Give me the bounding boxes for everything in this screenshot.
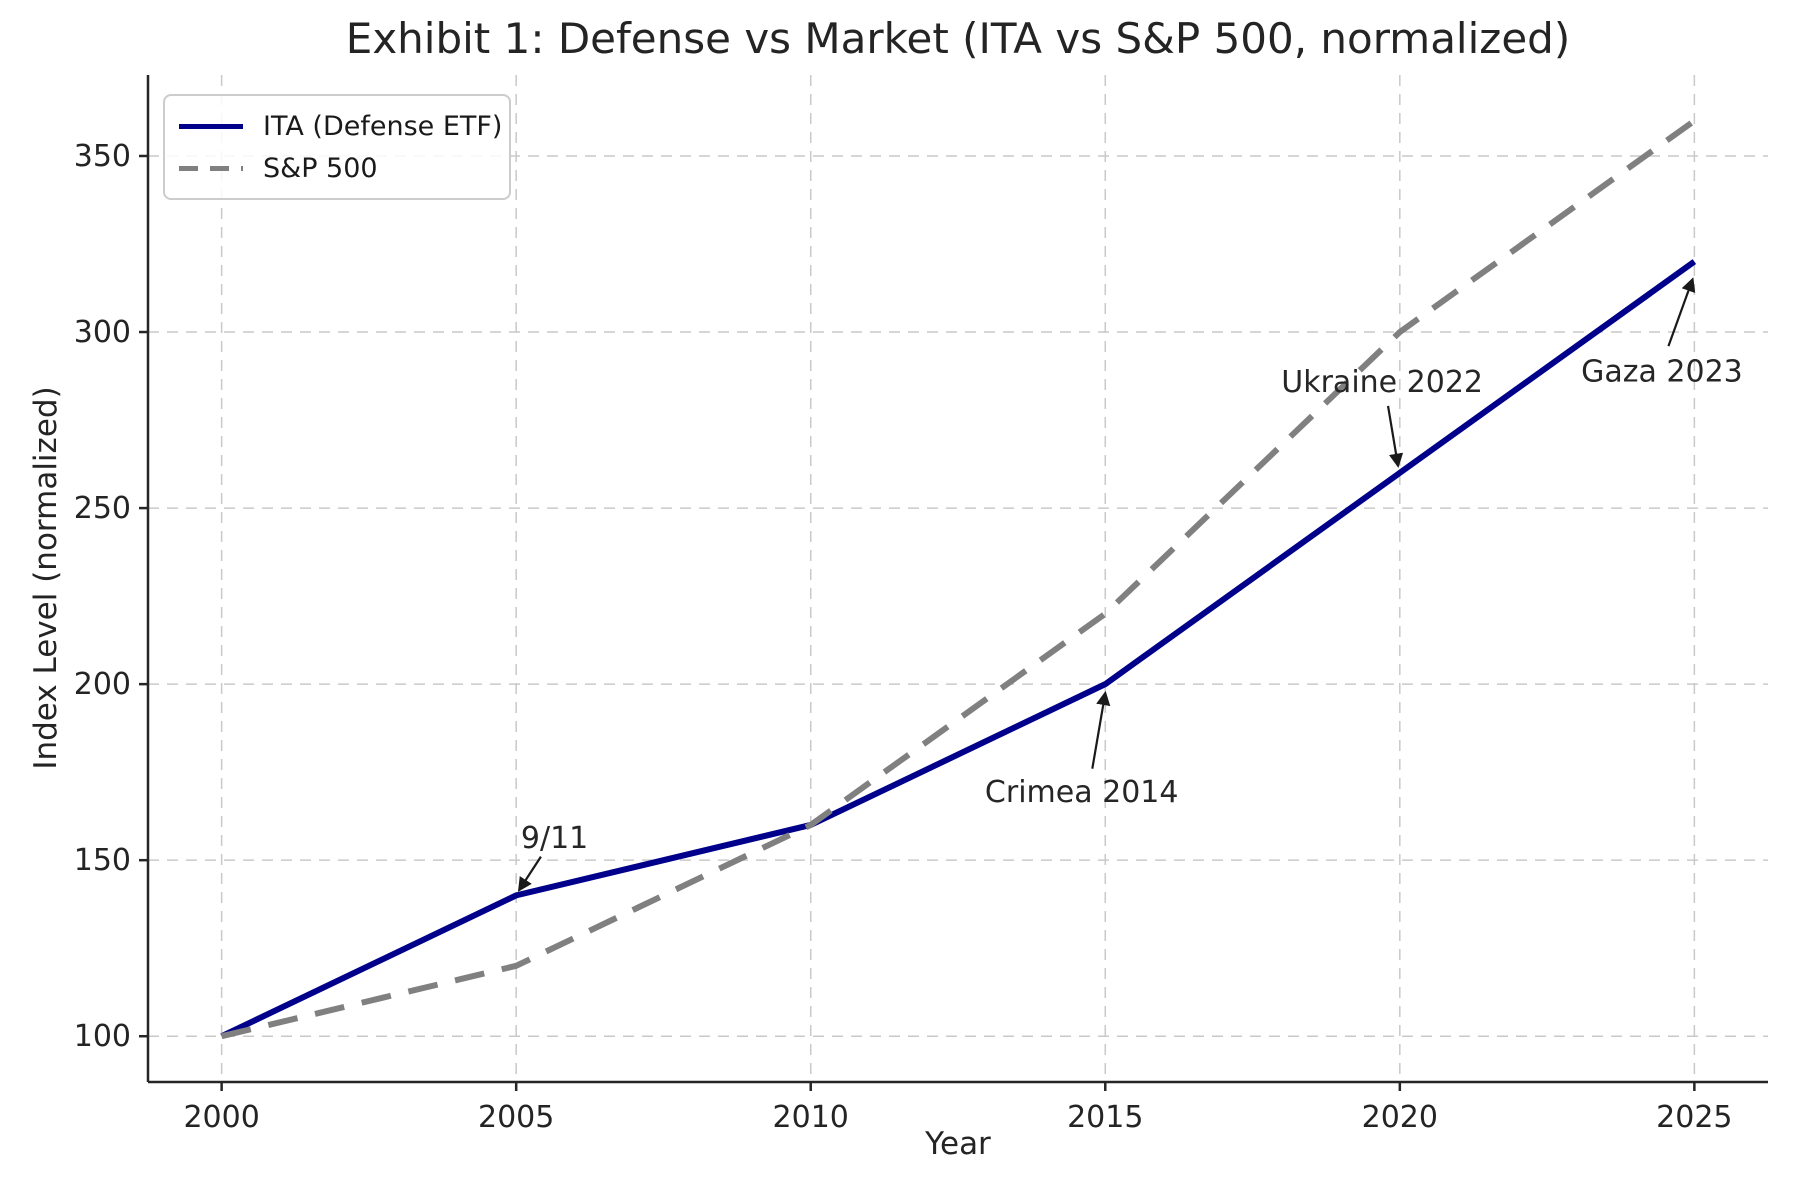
y-tick-label: 100 [74, 1019, 131, 1054]
legend-swatch-dashed-line [179, 165, 243, 171]
legend-item-ita-defense-etf: ITA (Defense ETF) [179, 105, 502, 147]
y-tick-label: 150 [74, 843, 131, 878]
x-tick-label: 2000 [183, 1100, 259, 1135]
annotation-label-gaza-2023: Gaza 2023 [1581, 354, 1743, 389]
y-tick-label: 250 [74, 491, 131, 526]
y-tick-label: 350 [74, 139, 131, 174]
legend-item-s-p-500: S&P 500 [179, 147, 495, 189]
x-tick-label: 2025 [1656, 1100, 1732, 1135]
x-tick-label: 2010 [773, 1100, 849, 1135]
x-tick-label: 2005 [478, 1100, 554, 1135]
chart-title: Exhibit 1: Defense vs Market (ITA vs S&P… [345, 14, 1571, 63]
annotation-arrow-crimea-2014 [1091, 690, 1111, 769]
x-axis-label: Year [925, 1126, 991, 1162]
legend-swatch-solid-line [179, 123, 243, 129]
annotation-arrow-gaza-2023 [1667, 277, 1696, 347]
y-tick-label: 300 [74, 315, 131, 350]
annotation-arrow-ukraine-2022 [1386, 405, 1404, 468]
x-tick-label: 2020 [1362, 1100, 1438, 1135]
legend-label: ITA (Defense ETF) [263, 110, 503, 142]
series-line-s-p-500 [220, 118, 1697, 1040]
legend: ITA (Defense ETF) S&P 500 [163, 94, 511, 200]
legend-label: S&P 500 [263, 152, 378, 184]
y-tick-label: 200 [74, 667, 131, 702]
annotation-label-crimea-2014: Crimea 2014 [985, 775, 1179, 810]
x-tick-label: 2015 [1067, 1100, 1143, 1135]
series-line-ita-defense-etf [220, 259, 1697, 1039]
annotation-arrow-9-11 [517, 856, 542, 892]
annotation-label-9-11: 9/11 [521, 821, 588, 856]
annotation-label-ukraine-2022: Ukraine 2022 [1281, 365, 1483, 400]
